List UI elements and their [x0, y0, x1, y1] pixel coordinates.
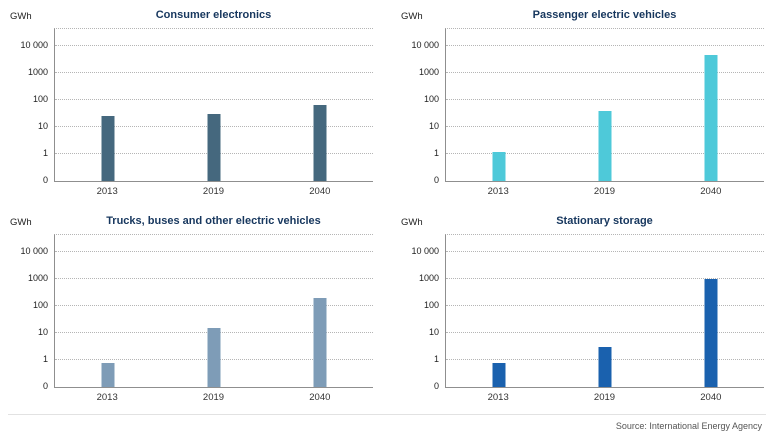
x-tick-label: 2040 [700, 186, 722, 197]
gridline [446, 332, 764, 333]
y-tick-label: 100 [423, 94, 439, 104]
x-tick-label: 2019 [202, 392, 225, 403]
bar-2019 [598, 347, 612, 387]
y-tick-label: 0 [433, 381, 439, 391]
x-axis-tick-labels: 2013 2019 2040 [445, 182, 764, 198]
y-tick-label: 0 [433, 175, 439, 185]
bar-2040 [313, 105, 327, 181]
y-axis-tick-labels: 0 1 10 100 1000 10 000 [399, 234, 445, 391]
y-tick-label: 10 [428, 327, 439, 337]
chart-panel-trucks-buses-other-evs: GWh Trucks, buses and other electric veh… [8, 214, 373, 404]
plot-area [445, 28, 764, 182]
bar-2040 [704, 279, 718, 387]
y-tick-label: 10 [37, 327, 48, 337]
x-tick-label: 2019 [593, 392, 616, 403]
chart-panel-stationary-storage: GWh Stationary storage 0 1 10 100 1000 10 000… [399, 214, 764, 404]
gridline [55, 278, 373, 279]
x-tick-label: 2013 [96, 392, 118, 403]
chart-title: Stationary storage [556, 215, 653, 227]
footer: Source: International Energy Agency [8, 414, 766, 431]
bar-2040 [704, 55, 718, 181]
gridline [446, 278, 764, 279]
y-tick-label: 1 [433, 148, 439, 158]
gridline [55, 305, 373, 306]
chart-panel-consumer-electronics: GWh Consumer electronics 0 1 10 100 1000 10 0… [8, 8, 373, 198]
bar-2013 [101, 116, 115, 181]
y-tick-label: 10 000 [411, 246, 439, 256]
chart-header: GWh Passenger electric vehicles [399, 8, 764, 28]
bar-2019 [598, 110, 612, 181]
gridline [55, 251, 373, 252]
x-axis-tick-labels: 2013 2019 2040 [54, 388, 373, 404]
y-axis-unit-label: GWh [10, 217, 32, 228]
x-axis-tick-labels: 2013 2019 2040 [445, 388, 764, 404]
x-tick-label: 2040 [309, 186, 331, 197]
y-tick-label: 1000 [27, 67, 48, 77]
bar-2013 [492, 362, 506, 387]
gridline [446, 251, 764, 252]
chart-header: GWh Stationary storage [399, 214, 764, 234]
gridline [55, 99, 373, 100]
plot-row: 0 1 10 100 1000 10 000 [399, 234, 764, 391]
x-tick-label: 2040 [700, 392, 722, 403]
x-tick-label: 2013 [487, 392, 509, 403]
x-tick-label: 2013 [487, 186, 509, 197]
y-tick-label: 100 [32, 94, 48, 104]
x-tick-label: 2019 [593, 186, 616, 197]
x-tick-label: 2019 [202, 186, 225, 197]
y-axis-unit-label: GWh [401, 217, 423, 228]
bar-2013 [492, 151, 506, 181]
bar-2019 [207, 114, 221, 181]
x-tick-label: 2013 [96, 186, 118, 197]
y-axis-unit-label: GWh [401, 11, 423, 22]
chart-title: Trucks, buses and other electric vehicle… [106, 215, 321, 227]
y-tick-label: 10 000 [411, 40, 439, 50]
y-tick-label: 10 000 [20, 246, 48, 256]
y-tick-label: 1 [433, 354, 439, 364]
plot-row: 0 1 10 100 1000 10 000 [399, 28, 764, 185]
y-tick-label: 10 [428, 121, 439, 131]
chart-panel-passenger-electric-vehicles: GWh Passenger electric vehicles 0 1 10 100 1… [399, 8, 764, 198]
gridline [446, 305, 764, 306]
gridline [55, 45, 373, 46]
x-tick-label: 2040 [309, 392, 331, 403]
source-text: Source: International Energy Agency [615, 421, 762, 431]
y-tick-label: 10 000 [20, 40, 48, 50]
gridline [55, 72, 373, 73]
y-axis-unit-label: GWh [10, 11, 32, 22]
y-tick-label: 1 [42, 148, 48, 158]
y-tick-label: 100 [32, 300, 48, 310]
plot-area [54, 234, 373, 388]
y-tick-label: 1000 [418, 67, 439, 77]
y-axis-tick-labels: 0 1 10 100 1000 10 000 [8, 234, 54, 391]
plot-row: 0 1 10 100 1000 10 000 [8, 28, 373, 185]
chart-title: Consumer electronics [155, 9, 272, 21]
y-tick-label: 1000 [418, 273, 439, 283]
y-axis-tick-labels: 0 1 10 100 1000 10 000 [8, 28, 54, 185]
plot-area [445, 234, 764, 388]
y-tick-label: 100 [423, 300, 439, 310]
y-tick-label: 0 [42, 175, 48, 185]
plot-row: 0 1 10 100 1000 10 000 [8, 234, 373, 391]
y-tick-label: 1000 [27, 273, 48, 283]
y-axis-tick-labels: 0 1 10 100 1000 10 000 [399, 28, 445, 185]
plot-area [54, 28, 373, 182]
bar-2013 [101, 362, 115, 387]
gridline [446, 72, 764, 73]
chart-header: GWh Consumer electronics [8, 8, 373, 28]
y-tick-label: 1 [42, 354, 48, 364]
bar-2019 [207, 328, 221, 387]
chart-title: Passenger electric vehicles [532, 9, 677, 21]
charts-grid: GWh Consumer electronics 0 1 10 100 1000 10 0… [8, 8, 764, 404]
y-tick-label: 0 [42, 381, 48, 391]
y-tick-label: 10 [37, 121, 48, 131]
gridline [446, 45, 764, 46]
x-axis-tick-labels: 2013 2019 2040 [54, 182, 373, 198]
gridline [446, 99, 764, 100]
bar-2040 [313, 297, 327, 387]
chart-header: GWh Trucks, buses and other electric veh… [8, 214, 373, 234]
